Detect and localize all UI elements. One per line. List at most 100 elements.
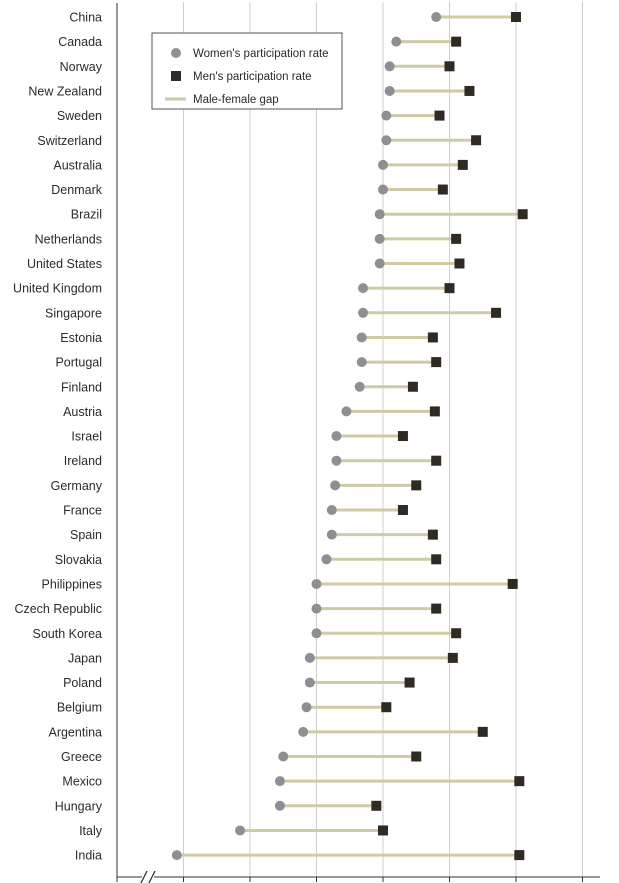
legend-gap-label: Male-female gap [193,94,279,106]
men-point [431,357,442,368]
country-label: Mexico [62,775,102,789]
women-point [384,85,395,96]
country-label: India [75,849,102,863]
data-marks [171,12,528,861]
men-point [397,505,408,515]
women-point [171,850,182,861]
women-point [331,455,342,466]
country-label: New Zealand [28,84,102,98]
men-point [444,283,455,294]
country-label: Portugal [55,356,102,370]
country-label: Sweden [57,109,102,123]
legend-men-label: Men's participation rate [193,71,312,83]
legend-women-label: Women's participation rate [193,48,329,60]
country-label: Switzerland [37,134,102,148]
women-point [374,233,385,244]
women-point [378,184,388,195]
country-label: United Kingdom [13,282,102,296]
legend-women-marker [171,48,181,58]
legend-men-marker [171,71,181,81]
men-point [434,110,445,121]
axis-break-gap [142,873,154,881]
women-point [358,283,369,294]
country-label: China [69,11,102,25]
women-point [235,825,246,836]
country-label: Ireland [64,454,102,468]
women-point [326,505,337,515]
men-point [411,751,422,762]
legend-box [151,32,343,110]
axis-break-mark [148,870,156,883]
country-label: Belgium [57,701,102,715]
men-point [447,652,458,663]
men-point [491,307,502,318]
women-point [321,554,332,565]
men-point [381,702,392,713]
country-label: Finland [61,380,102,394]
legend: Women's participation rate Men's partici… [151,32,343,110]
country-label: Germany [51,479,103,493]
country-label: Austria [63,405,102,419]
country-label: Singapore [45,306,102,320]
country-label: Poland [63,676,102,690]
men-point [429,406,440,417]
women-point [330,480,341,491]
women-point [341,406,352,417]
grid-lines [183,2,583,877]
men-point [437,184,448,195]
women-point [354,381,365,392]
women-point [301,702,312,713]
men-point [404,677,415,688]
men-point [517,209,528,220]
men-point [431,603,442,614]
women-point [274,776,285,787]
men-point [471,135,482,146]
women-point [304,652,315,663]
men-point [407,381,418,392]
women-point [381,110,392,121]
men-point [451,36,462,47]
women-point [304,677,315,688]
women-point [331,431,342,442]
men-point [444,61,455,72]
country-label: Argentina [48,725,102,739]
women-point [274,800,285,811]
men-point [427,529,438,540]
country-label: United States [27,257,102,271]
men-point [397,431,408,442]
country-label: Hungary [55,799,103,813]
x-axis [116,3,600,883]
country-label: France [63,504,102,518]
men-point [371,800,382,811]
women-point [311,578,322,589]
country-label: Israel [71,430,102,444]
men-point [431,554,442,565]
country-label: South Korea [33,627,103,641]
country-label: Greece [61,750,102,764]
country-label: Brazil [71,208,102,222]
country-label: Estonia [60,331,102,345]
women-point [356,357,367,368]
women-point [356,332,367,343]
men-point [378,825,388,836]
men-point [514,850,525,861]
country-label: Denmark [51,183,102,197]
country-label: Spain [70,528,102,542]
men-point [431,455,442,466]
country-label: Canada [58,35,102,49]
country-label: Czech Republic [14,602,102,616]
country-labels: China Canada Norway New Zealand Sweden Switze… [13,11,103,863]
women-point [391,36,402,47]
women-point [311,628,322,639]
country-label: Philippines [42,577,102,591]
women-point [374,258,385,269]
country-label: Australia [53,158,102,172]
women-point [298,726,309,737]
country-label: Slovakia [55,553,102,567]
country-label: Netherlands [35,232,102,246]
men-point [507,578,518,589]
women-point [278,751,289,762]
men-point [457,159,468,170]
women-point [378,159,388,170]
